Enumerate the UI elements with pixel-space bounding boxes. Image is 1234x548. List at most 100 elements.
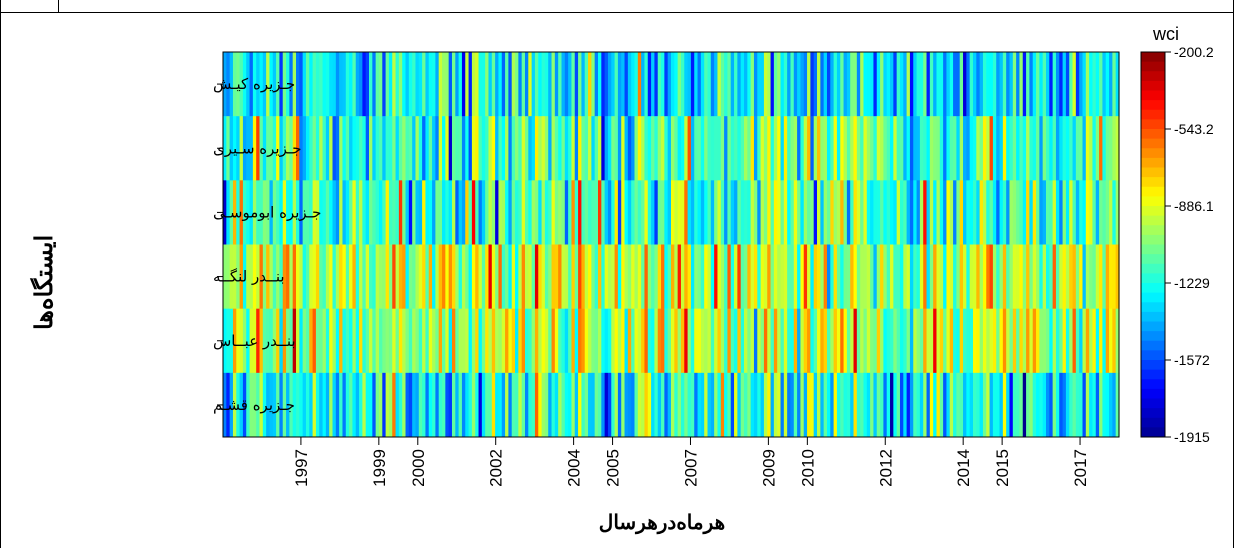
heatmap-cell — [657, 52, 662, 117]
heatmap-cell — [644, 180, 649, 245]
heatmap-cell — [591, 52, 596, 117]
heatmap-cell — [445, 372, 450, 438]
heatmap-cell — [574, 116, 579, 181]
heatmap-cell — [730, 308, 735, 374]
heatmap-cell — [418, 52, 423, 117]
heatmap-cell — [1006, 52, 1011, 117]
heatmap-cell — [767, 244, 772, 309]
heatmap-cell — [1075, 52, 1080, 117]
colorbar-band — [1141, 61, 1165, 72]
heatmap-cell — [355, 372, 360, 438]
heatmap-cell — [651, 52, 656, 117]
colorbar-band — [1141, 80, 1165, 92]
heatmap-cell — [355, 180, 360, 245]
heatmap-cell — [262, 52, 267, 117]
heatmap-cell — [1069, 180, 1074, 245]
colorbar-band — [1141, 206, 1165, 217]
heatmap-cell — [780, 244, 785, 309]
heatmap-cell — [279, 244, 284, 309]
heatmap-cell — [866, 180, 871, 245]
heatmap-cell — [528, 116, 533, 181]
colorbar-frame — [1140, 51, 1166, 438]
heatmap-cell — [378, 372, 383, 438]
heatmap-cell — [269, 52, 274, 117]
heatmap-cell — [528, 180, 533, 245]
heatmap-cell — [724, 244, 729, 309]
heatmap-cell — [677, 372, 682, 438]
heatmap-cell — [840, 52, 845, 117]
heatmap-cell — [332, 308, 337, 374]
heatmap-cell — [256, 372, 261, 438]
heatmap-cell — [866, 244, 871, 309]
heatmap-cell — [833, 244, 838, 309]
heatmap-cell — [578, 244, 582, 309]
heatmap-cell — [276, 116, 281, 181]
heatmap-cell — [886, 116, 891, 181]
heatmap-cell — [697, 372, 702, 438]
heatmap-cell — [694, 116, 699, 181]
heatmap-cell — [515, 180, 519, 245]
heatmap-cell — [239, 372, 244, 438]
heatmap-cell — [475, 372, 480, 438]
heatmap-cell — [677, 52, 682, 117]
heatmap-cell — [903, 52, 908, 117]
heatmap-cell — [584, 244, 589, 309]
heatmap-cell — [737, 52, 742, 117]
heatmap-cell — [395, 116, 400, 181]
heatmap-cell — [770, 52, 775, 117]
heatmap-cell — [309, 116, 314, 181]
heatmap-cell — [296, 116, 300, 181]
heatmap-cell — [982, 372, 987, 438]
heatmap-cell — [680, 52, 685, 117]
heatmap-cell — [671, 372, 675, 438]
heatmap-cell — [574, 52, 579, 117]
heatmap-cell — [1105, 116, 1110, 181]
heatmap-cell — [1016, 308, 1021, 374]
heatmap-cell — [986, 116, 991, 181]
heatmap-cell — [491, 180, 496, 245]
heatmap-cell — [953, 52, 957, 117]
heatmap-cell — [249, 116, 254, 181]
heatmap-cell — [468, 372, 473, 438]
heatmap-cell — [740, 244, 745, 309]
heatmap-cell — [481, 180, 486, 245]
heatmap-cell — [753, 116, 758, 181]
x-tick-label: 1999 — [370, 449, 389, 487]
heatmap-cell — [1065, 244, 1070, 309]
heatmap-cell — [319, 52, 324, 117]
heatmap-cell — [979, 308, 984, 374]
heatmap-cell — [671, 180, 675, 245]
heatmap-cell — [282, 116, 287, 181]
heatmap-cell — [1006, 116, 1011, 181]
heatmap-cell — [893, 180, 898, 245]
heatmap-cell — [1112, 116, 1117, 181]
colorbar-band — [1141, 263, 1165, 274]
heatmap-cell — [614, 244, 619, 309]
heatmap-cell — [654, 244, 659, 309]
heatmap-cell — [574, 308, 579, 374]
heatmap-cell — [276, 372, 281, 438]
heatmap-cell — [1085, 116, 1090, 181]
heatmap-cell — [843, 116, 848, 181]
heatmap-cell — [405, 116, 410, 181]
heatmap-cell — [1112, 180, 1117, 245]
heatmap-cell — [531, 372, 536, 438]
heatmap-cell — [700, 116, 705, 181]
heatmap-cell — [548, 308, 553, 374]
heatmap-cell — [481, 308, 486, 374]
heatmap-cell — [339, 244, 344, 309]
heatmap-cell — [588, 244, 592, 309]
heatmap-cell — [471, 52, 476, 117]
heatmap-cell — [438, 372, 443, 438]
heatmap-cell — [856, 116, 861, 181]
heatmap-cell — [345, 116, 350, 181]
heatmap-cell — [1112, 308, 1117, 374]
heatmap-cell — [1075, 308, 1080, 374]
heatmap-cell — [767, 308, 772, 374]
heatmap-cell — [342, 52, 347, 117]
heatmap-cell — [286, 52, 290, 117]
heatmap-cell — [899, 372, 904, 438]
heatmap-cell — [767, 52, 772, 117]
heatmap-cell — [538, 244, 543, 309]
heatmap-cell — [661, 244, 665, 309]
